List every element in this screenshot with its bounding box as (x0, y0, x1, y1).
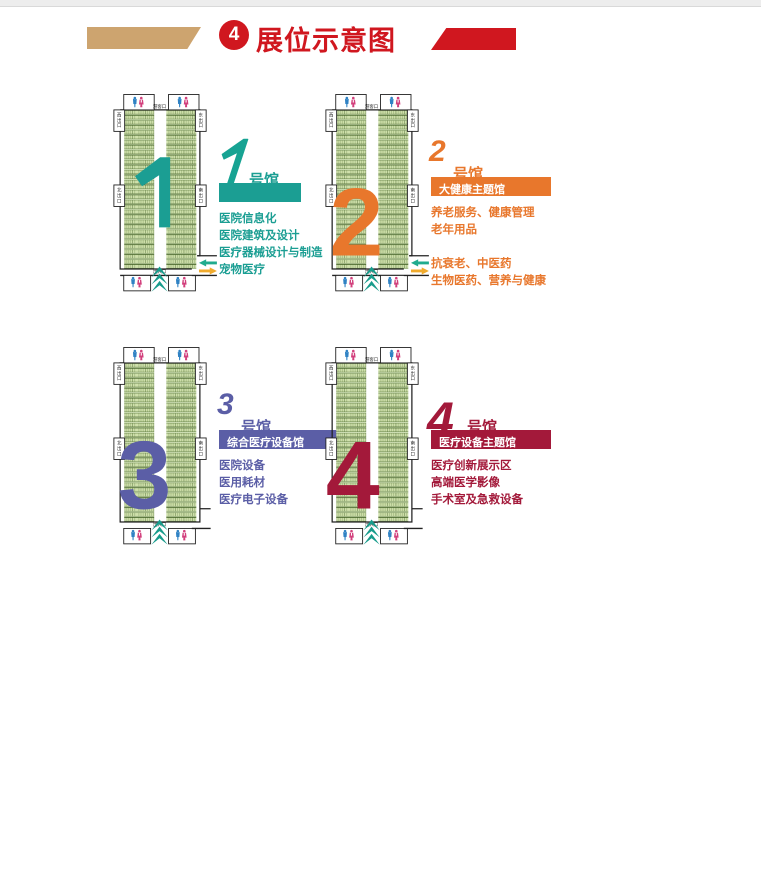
svg-text:2: 2 (329, 168, 383, 277)
svg-text:口: 口 (117, 376, 121, 381)
svg-text:东: 东 (199, 364, 204, 370)
svg-text:口: 口 (199, 123, 203, 128)
svg-text:南: 南 (411, 440, 416, 446)
svg-text:东: 东 (411, 364, 416, 370)
svg-text:口: 口 (329, 123, 333, 128)
svg-text:口: 口 (117, 198, 121, 203)
svg-text:南: 南 (199, 187, 204, 193)
svg-text:3: 3 (117, 421, 171, 530)
svg-text:口: 口 (117, 123, 121, 128)
svg-text:游客口: 游客口 (153, 103, 166, 110)
svg-text:游客口: 游客口 (153, 356, 166, 363)
svg-text:口: 口 (199, 451, 203, 456)
svg-text:东: 东 (411, 111, 416, 117)
svg-text:4: 4 (326, 421, 380, 530)
svg-text:口: 口 (329, 376, 333, 381)
svg-text:口: 口 (199, 376, 203, 381)
svg-text:游客口: 游客口 (365, 356, 378, 363)
svg-text:南: 南 (199, 440, 204, 446)
svg-text:南: 南 (411, 187, 416, 193)
svg-text:东: 东 (199, 111, 204, 117)
svg-text:口: 口 (411, 376, 415, 381)
svg-text:口: 口 (199, 198, 203, 203)
svg-text:口: 口 (411, 451, 415, 456)
svg-text:口: 口 (411, 198, 415, 203)
svg-text:口: 口 (411, 123, 415, 128)
svg-text:游客口: 游客口 (365, 103, 378, 110)
